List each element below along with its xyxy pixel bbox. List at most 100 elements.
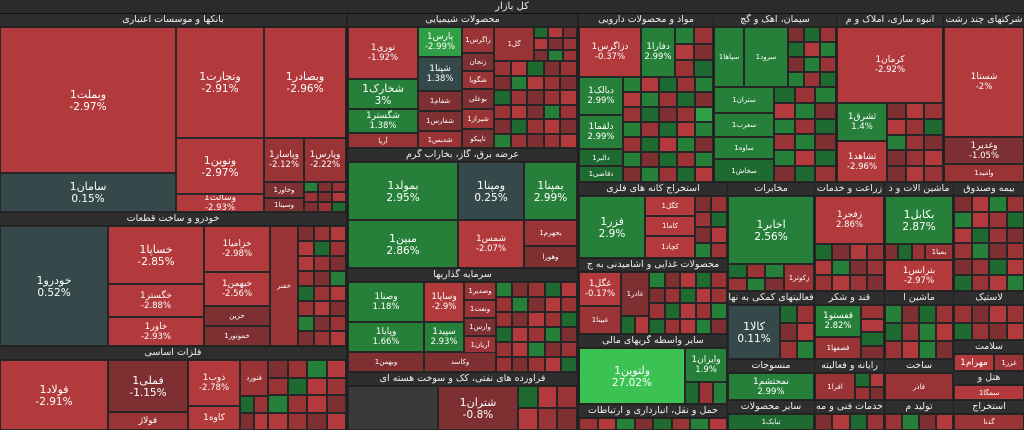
tile-sipaha[interactable]: سپاها1 <box>714 27 744 87</box>
tile-nemohtash[interactable]: نمحتشم1 2.99% <box>728 373 814 400</box>
tile-oil-unlabeled[interactable] <box>348 386 438 430</box>
tile-shafaras[interactable]: شفارس1 <box>418 111 462 131</box>
tile-aria[interactable]: آریا <box>348 133 418 148</box>
tile-kala[interactable]: کالا1 0.11% <box>728 305 780 359</box>
section-tires[interactable]: لاستیک <box>954 292 1024 340</box>
tile-shedis[interactable]: شدیس1 <box>418 131 462 148</box>
tile-vahora[interactable]: وهورا <box>524 246 577 268</box>
tile-ghebisa[interactable]: غبینا1 <box>579 306 621 334</box>
tile-nebak[interactable]: نبابک1 <box>728 414 814 430</box>
tile-vebmelat[interactable]: وبملت1 -2.97% <box>0 27 176 173</box>
tile-shapna[interactable]: شپنا1 1.38% <box>418 57 462 91</box>
tile-sheteran[interactable]: شتران1 -0.8% <box>438 386 518 430</box>
tile-vesalat[interactable]: وسالت1 -2.93% <box>176 194 264 212</box>
section-other-finance[interactable]: سایر واسطه گریهای مالی ولتوین1 27.02% وای… <box>579 335 727 404</box>
section-sugar[interactable]: قند و شکر قفستو1 2.82% قصفها1 <box>815 292 884 359</box>
tile-vamid[interactable]: وامید1 <box>944 164 1024 182</box>
tile-setran[interactable]: ستران1 <box>714 87 774 113</box>
tile-vaghadir[interactable]: وغدیر1 -1.05% <box>944 137 1024 164</box>
section-realestate[interactable]: انبوه سازی، املاک و م کرمان1 -2.92% ثشرق1… <box>837 14 943 182</box>
tile-sakhash[interactable]: سخاش1 <box>714 159 774 182</box>
section-transport[interactable]: حمل و نقل، انبارداری و ارتباطات <box>579 405 727 430</box>
tile-khavar[interactable]: خاور1 -2.93% <box>108 317 204 346</box>
tile-tesharq[interactable]: ثشرق1 1.4% <box>837 103 887 141</box>
tile-vebsader[interactable]: وبصادر1 -2.96% <box>264 27 346 138</box>
section-telecom[interactable]: مخابرات اخابر1 2.56% زکوثر1 <box>728 183 814 291</box>
section-hotel[interactable]: هتل و سمگا1 <box>954 372 1024 400</box>
tile-shefam[interactable]: شفام1 <box>418 91 462 111</box>
section-chemical[interactable]: محصولات شیمیایی نوری1 -1.92% شخارک1 3% شگس… <box>348 14 577 148</box>
tile-zefarr[interactable]: زفجر1 2.86% <box>815 196 884 244</box>
tile-safarb[interactable]: سغرب1 <box>714 113 774 137</box>
section-machine-t[interactable]: ماشین آ <box>885 292 953 359</box>
section-machinery[interactable]: ماشین آلات و د بکابل1 2.87% بمیا1 بترانس1… <box>885 183 953 291</box>
tile-betran[interactable]: بترانس1 -2.97% <box>885 260 953 291</box>
section-auto[interactable]: خودرو و ساخت قطعات خودرو1 0.52% خساپا1 -2.… <box>0 213 346 346</box>
tile-khezamia[interactable]: خزامیا1 -2.98% <box>204 226 270 272</box>
section-extraction[interactable]: استخراج گدنا <box>954 401 1024 430</box>
tile-behegm[interactable]: بجهرم1 <box>524 220 577 246</box>
tile-soroud[interactable]: سرود1 <box>744 27 788 87</box>
section-other-ind[interactable]: سایر محصولات نبابک1 <box>728 401 814 430</box>
tile-vasdir[interactable]: وصدیر1 <box>464 282 496 300</box>
section-cement[interactable]: سیمان، آهک و گچ سپاها1 سرود1 ستران1 سغرب… <box>714 14 836 182</box>
tile-kave[interactable]: کاوه1 <box>188 406 240 430</box>
tile-vebahman[interactable]: وبهمن1 <box>348 352 424 372</box>
tile-kegol[interactable]: کگل1 <box>645 196 695 216</box>
tile-sepid[interactable]: سپید1 2.93% <box>424 322 464 352</box>
tile-kerman[interactable]: کرمان1 -2.92% <box>837 27 943 103</box>
section-mining[interactable]: استخراج کانه های فلزی فزر1 2.9% کگل1 کاما… <box>579 183 727 258</box>
tile-vepaya[interactable]: وپایا1 1.66% <box>348 322 424 352</box>
tile-daqazi[interactable]: دقاضی1 <box>579 166 623 182</box>
section-electrical[interactable]: تولید م <box>885 401 953 430</box>
tile-khazin[interactable]: خزین <box>204 306 270 326</box>
tile-khegostar[interactable]: خگستر1 -2.88% <box>108 284 204 317</box>
tile-gol[interactable]: گل1 <box>494 27 534 61</box>
section-agri[interactable]: زراعت و خدمات زفجر1 2.86% <box>815 183 884 291</box>
tile-zagros[interactable]: زاگرس1 <box>462 27 494 53</box>
tile-pars[interactable]: پارس1 -2.99% <box>418 27 462 57</box>
tile-gedaa[interactable]: گدنا <box>954 414 1024 430</box>
tile-akhaber[interactable]: اخابر1 2.56% <box>728 196 814 264</box>
tile-semga[interactable]: سمگا1 <box>954 385 1024 400</box>
tile-khamotor[interactable]: خموتور1 <box>204 326 270 346</box>
section-utilities[interactable]: عرضه برق، گاز، بخارآب گرم بمولد1 2.95% مب… <box>348 149 577 268</box>
tile-kechad[interactable]: کچاد1 <box>645 236 695 258</box>
tile-shekharak[interactable]: شخارک1 3% <box>348 79 418 109</box>
tile-vairan[interactable]: وایران1 1.9% <box>685 348 727 382</box>
tile-bemola[interactable]: بمولد1 2.95% <box>348 162 458 220</box>
tile-velanavin[interactable]: ولتوین1 27.02% <box>579 348 685 404</box>
tile-vesina[interactable]: وسینا1 <box>264 198 304 212</box>
section-food[interactable]: محصولات غذایی و آشامیدنی به ج غگل1 -0.17%… <box>579 259 727 334</box>
tile-dabalk[interactable]: دبالک1 2.99% <box>579 77 623 115</box>
tile-tapiko[interactable]: تاپیکو <box>462 129 494 148</box>
tile-shegostar[interactable]: شگستر1 1.38% <box>348 109 418 133</box>
tile-shegoya[interactable]: شگویا <box>462 71 494 89</box>
tile-vepars[interactable]: وپارس1 -2.22% <box>304 138 346 182</box>
tile-bema[interactable]: بمیا1 <box>925 244 953 260</box>
tile-khafar[interactable]: خفنر <box>270 226 298 346</box>
tile-boali[interactable]: بوعلی <box>462 89 494 109</box>
section-cosmetics[interactable]: سلامت مهرام1 غزر1 <box>954 341 1024 371</box>
section-engineering[interactable]: خدمات فنی و مه <box>815 401 884 430</box>
tile-fanvar[interactable]: فنورد <box>240 360 268 396</box>
tile-afra[interactable]: افرا1 <box>815 373 855 400</box>
section-finance-aux[interactable]: فعالیتهای کمکی به نها کالا1 0.11% <box>728 292 814 359</box>
section-pharma[interactable]: مواد و محصولات دارویی دزاگرس1 -0.37% دفار… <box>579 14 713 182</box>
section-computer[interactable]: رایانه و فعالیته افرا1 <box>815 360 884 400</box>
tile-bekahel[interactable]: بکابل1 2.87% <box>885 196 953 244</box>
tile-dalqma[interactable]: دلقما1 2.99% <box>579 115 623 149</box>
tile-saman[interactable]: سامان1 0.15% <box>0 173 176 212</box>
tile-khebahman[interactable]: خبهمن1 -2.56% <box>204 272 270 306</box>
section-banks[interactable]: بانکها و موسسات اعتباری وبملت1 -2.97% سام… <box>0 14 346 212</box>
tile-femeli[interactable]: فملی1 -1.15% <box>108 360 188 412</box>
tile-vesna[interactable]: وصنا1 1.18% <box>348 282 424 322</box>
tile-vamapna[interactable]: ومپنا1 0.25% <box>458 162 524 220</box>
tile-gheshaz[interactable]: غگل1 -0.17% <box>579 272 621 306</box>
tile-dazagros[interactable]: دزاگرس1 -0.37% <box>579 27 641 77</box>
tile-dalor[interactable]: دالبر1 <box>579 149 623 166</box>
tile-rekoh[interactable]: زکوثر1 <box>784 264 814 291</box>
section-investment[interactable]: سرمایه گذاریها وصنا1 1.18% وپایا1 1.66% وب… <box>348 269 577 372</box>
section-textile[interactable]: منسوجات نمحتشم1 2.99% <box>728 360 814 400</box>
tile-feolad[interactable]: فولاژ <box>108 412 188 430</box>
